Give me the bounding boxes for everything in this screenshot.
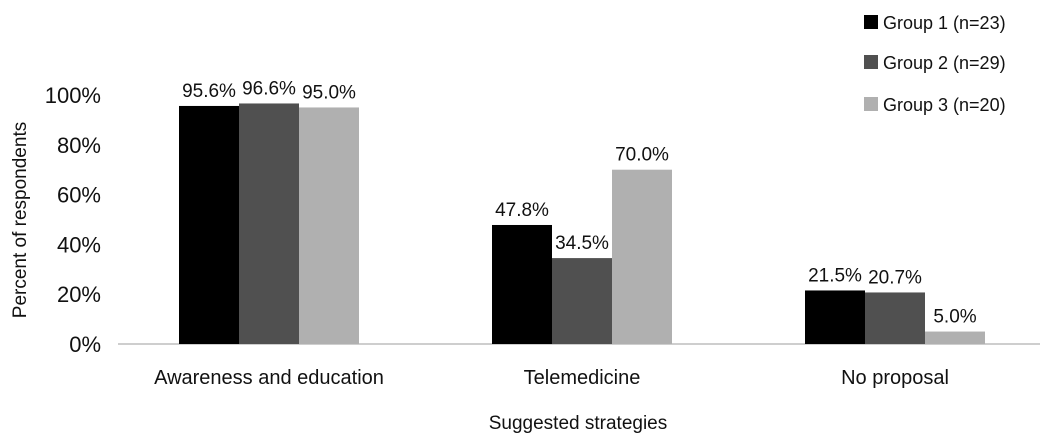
bar-marks	[179, 103, 985, 345]
bar	[239, 103, 299, 344]
legend-label: Group 2 (n=29)	[883, 53, 1006, 73]
bar	[925, 331, 985, 344]
y-tick-label: 60%	[57, 183, 101, 208]
category-label: Telemedicine	[524, 367, 641, 389]
y-axis-title: Percent of respondents	[10, 122, 31, 318]
bar	[299, 107, 359, 344]
bar-value-label: 34.5%	[555, 233, 609, 254]
legend-swatch	[864, 15, 878, 29]
legend-label: Group 3 (n=20)	[883, 95, 1006, 115]
y-tick-label: 40%	[57, 232, 101, 257]
data-labels: 95.6% 47.8% 21.5% 96.6% 34.5% 20.7% 95.0% 70.0%…	[182, 78, 977, 327]
y-axis-ticks: 0% 20% 40% 60% 80% 100%	[45, 83, 101, 357]
category-label: Awareness and education	[154, 367, 384, 389]
y-tick-label: 20%	[57, 282, 101, 307]
bar	[805, 290, 865, 344]
bar-value-label: 95.6%	[182, 81, 236, 102]
bar	[612, 169, 672, 344]
bar	[179, 105, 239, 345]
legend-swatch	[864, 55, 878, 69]
bar-value-label: 95.0%	[302, 82, 356, 103]
bar	[865, 292, 925, 344]
x-axis-title: Suggested strategies	[489, 413, 668, 434]
legend: Group 1 (n=23) Group 2 (n=29) Group 3 (n=2…	[864, 13, 1006, 115]
category-label: No proposal	[841, 367, 949, 389]
y-tick-label: 0%	[69, 332, 101, 357]
y-tick-label: 80%	[57, 133, 101, 158]
bar-value-label: 47.8%	[495, 200, 549, 221]
bar-value-label: 70.0%	[615, 145, 669, 166]
bar-value-label: 5.0%	[933, 307, 976, 328]
legend-swatch	[864, 97, 878, 111]
bar	[552, 258, 612, 344]
bar-value-label: 20.7%	[868, 267, 922, 288]
bar-value-label: 96.6%	[242, 78, 296, 99]
legend-label: Group 1 (n=23)	[883, 13, 1006, 33]
y-tick-label: 100%	[45, 83, 101, 108]
category-labels: Awareness and education Telemedicine No pr…	[154, 367, 949, 389]
bar-value-label: 21.5%	[808, 265, 862, 286]
bar	[492, 224, 552, 344]
